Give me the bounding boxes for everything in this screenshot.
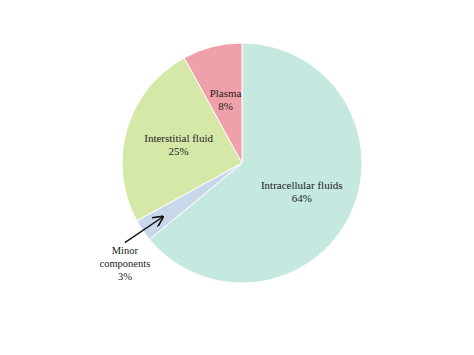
svg-text:Interstitial fluid25%: Interstitial fluid25% (144, 132, 213, 157)
svg-text:Minorcomponents3%: Minorcomponents3% (100, 245, 151, 282)
svg-text:Plasma8%: Plasma8% (210, 87, 242, 112)
svg-text:Intracellular fluids64%: Intracellular fluids64% (261, 179, 343, 204)
